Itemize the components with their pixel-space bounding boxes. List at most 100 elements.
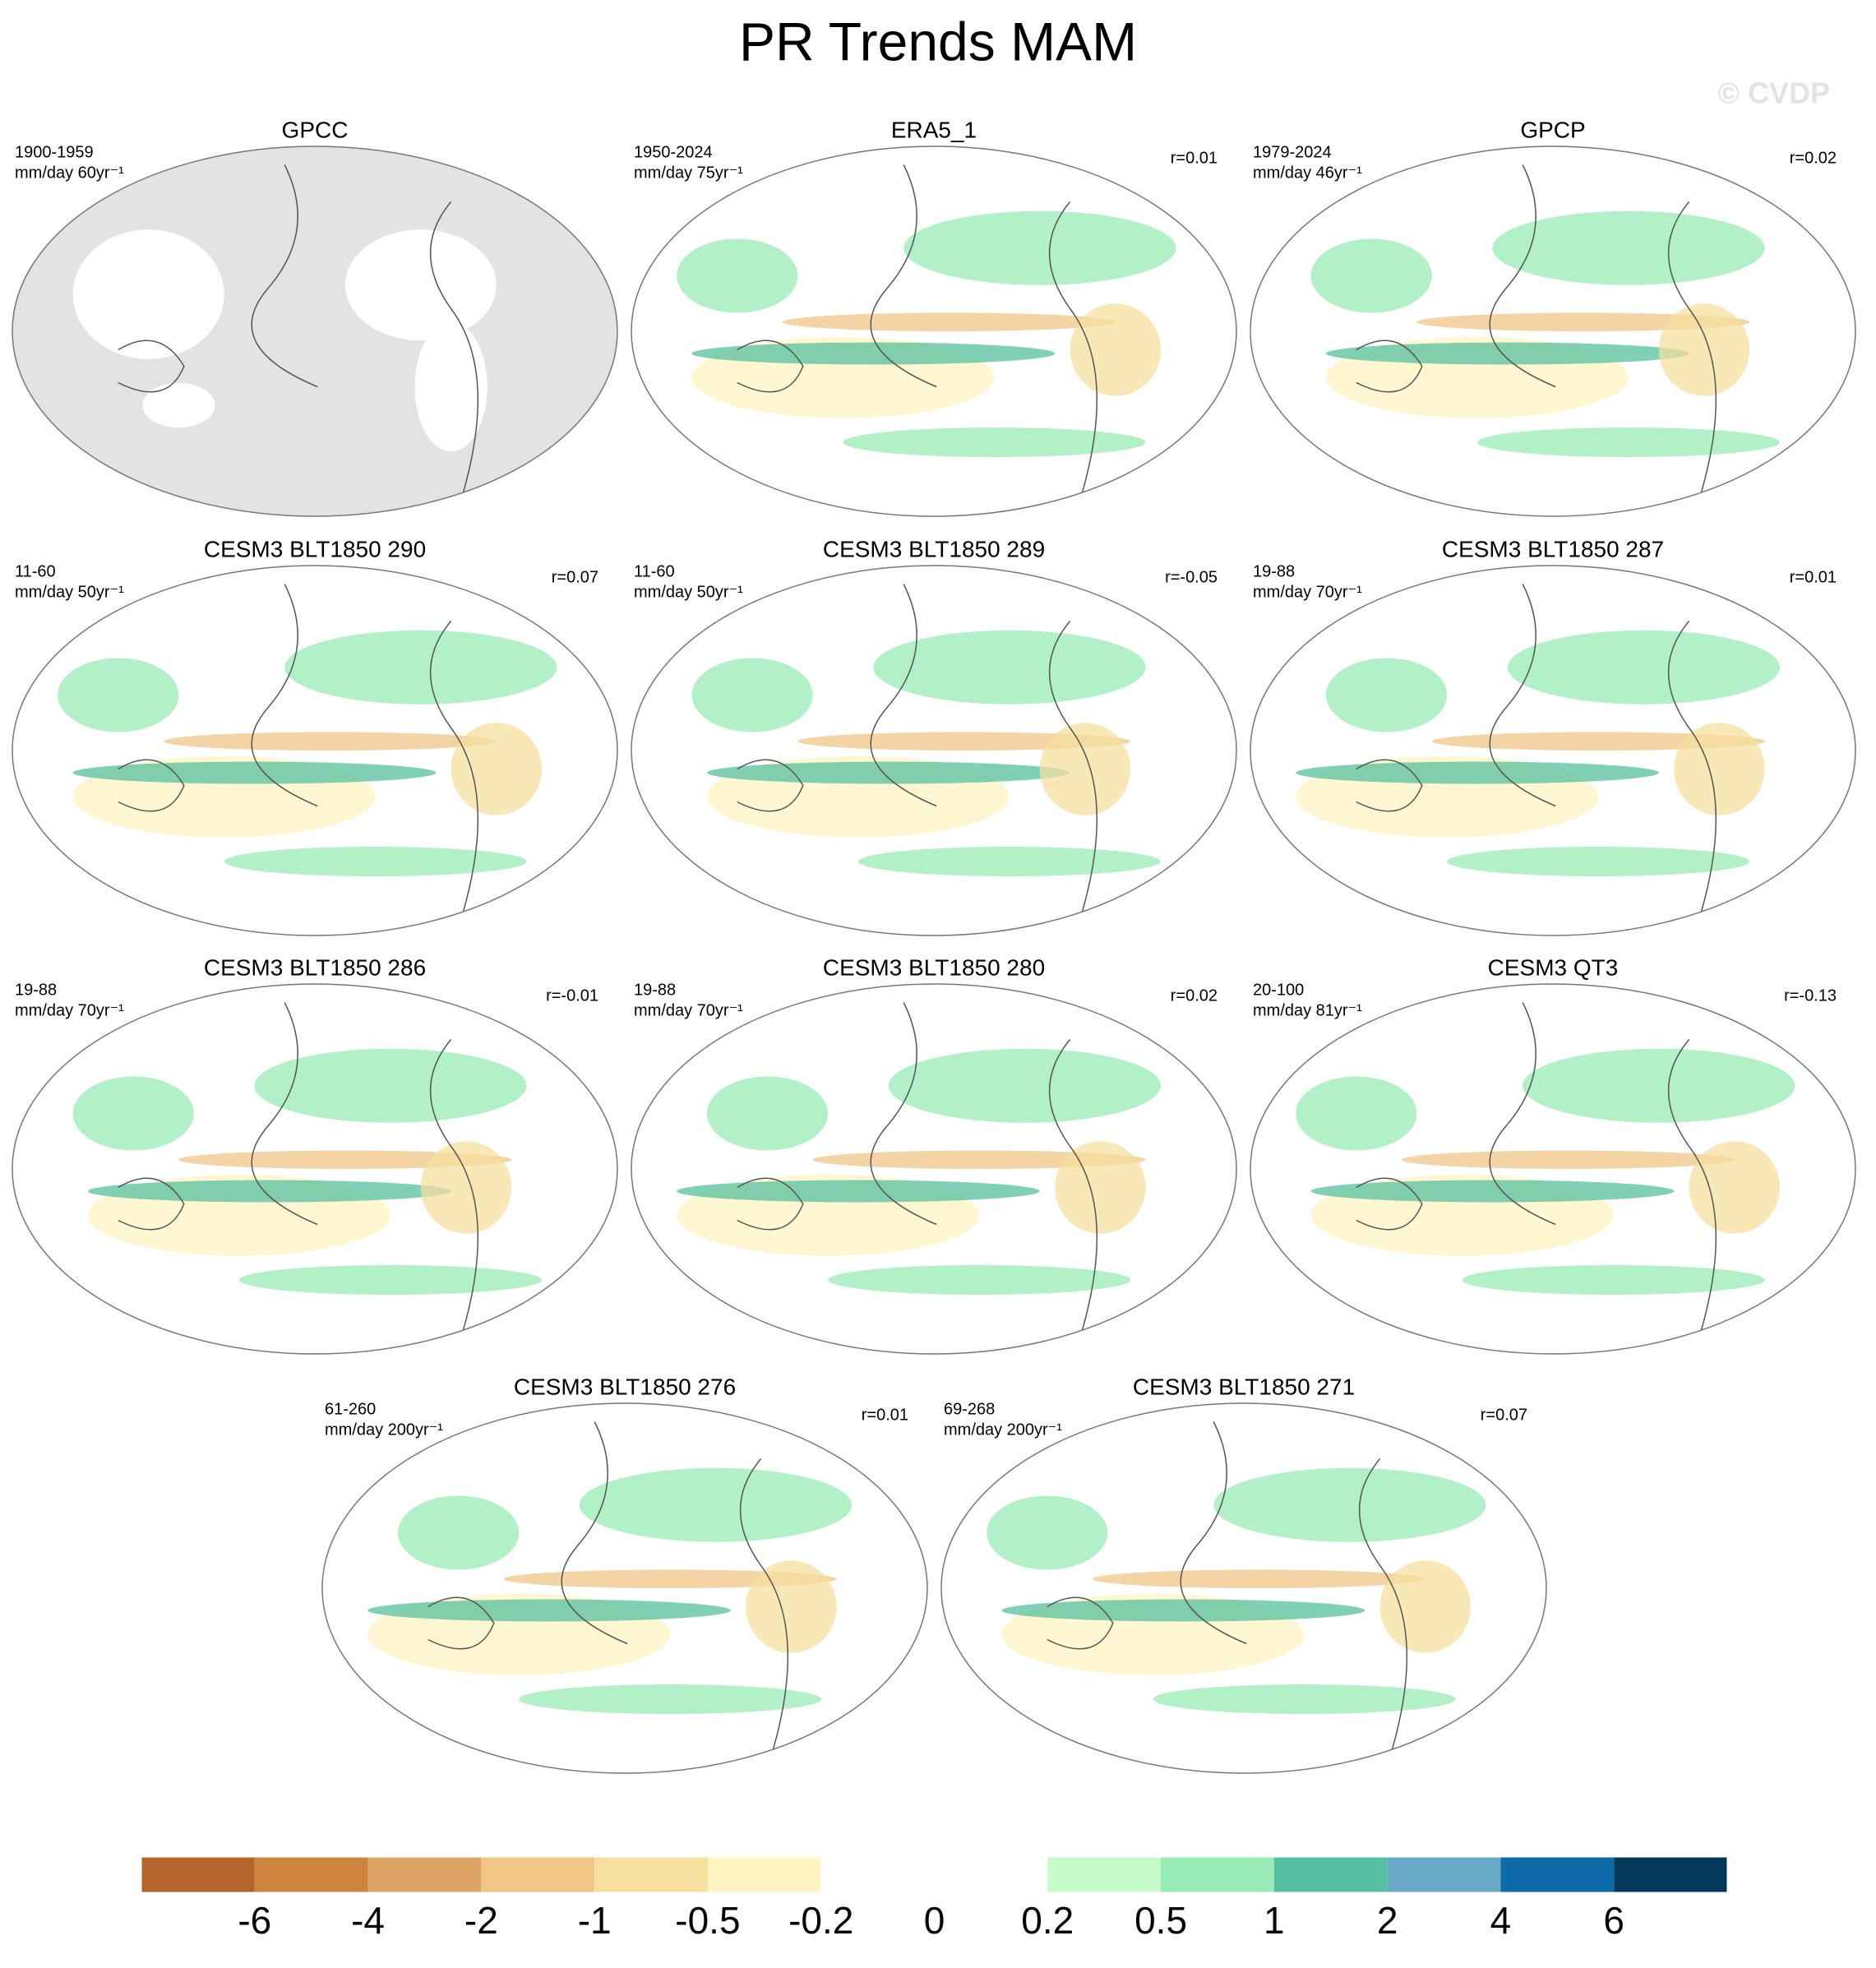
colorbar-box [707,1857,821,1892]
panel-title: GPCC [282,117,349,142]
field-patch [579,1467,852,1542]
coastline [1356,584,1717,926]
colorbar-box [1047,1857,1162,1892]
map-background [12,984,617,1354]
colorbar-box [594,1857,708,1892]
field-patch [58,658,179,732]
field-patch [72,761,437,784]
field-patch [1310,238,1432,313]
field-patch [1507,630,1780,705]
correlation-label: r=0.01 [1171,149,1218,167]
units-label: mm/day 60yr⁻¹ [15,164,124,182]
panel-title: CESM3 BLT1850 276 [514,1374,736,1399]
field-patch [1001,1599,1365,1622]
field-patch [1153,1684,1456,1714]
correlation-label: r=0.02 [1790,149,1837,167]
field-patch [903,210,1176,285]
correlation-label: r=0.07 [1481,1406,1527,1424]
field-patch [1326,658,1448,732]
correlation-label: r=0.01 [862,1406,908,1424]
units-label: mm/day 46yr⁻¹ [1253,164,1362,182]
map-border [1250,983,1856,1355]
colorbar-label: 1 [1264,1899,1285,1942]
field-patch [707,761,1070,784]
land-area [142,383,215,427]
field-patch [707,1076,829,1151]
panel-title: CESM3 BLT1850 287 [1442,536,1664,561]
correlation-label: r=0.07 [552,568,598,586]
colorbar-box [1161,1857,1274,1892]
coastline [118,164,479,506]
coastline [118,1002,479,1344]
field-patch [873,630,1146,705]
map-panel [631,984,1236,1354]
colorbar-box [254,1857,368,1892]
map-panel [322,1403,927,1773]
colorbar-label: 4 [1490,1899,1512,1942]
map-panel [941,1403,1546,1773]
map-panel [12,146,617,516]
field-patch [367,1599,731,1622]
field-patch [691,658,813,732]
colorbar-label: -0.5 [675,1899,740,1942]
map-panel [631,146,1236,516]
map-border [321,1402,928,1774]
land-area [414,321,487,452]
field-patch [677,1180,1040,1203]
map-background [1250,566,1855,935]
land-area [344,229,497,341]
units-label: mm/day 50yr⁻¹ [15,583,124,601]
field-patch [828,1265,1131,1295]
colorbar-label: 0.2 [1021,1899,1074,1942]
colorbar-label: 0 [924,1899,945,1942]
map-panel [12,566,617,935]
period-label: 20-100 [1253,981,1304,999]
map-border [12,983,618,1355]
field-patch [1055,1141,1146,1234]
field-patch [843,427,1146,457]
units-label: mm/day 70yr⁻¹ [15,1001,124,1019]
field-patch [1477,427,1780,457]
figure-title: PR Trends MAM [739,11,1137,72]
correlation-label: r=-0.05 [1165,568,1218,586]
coastline [1356,164,1717,506]
map-border [1250,146,1856,517]
map-panel [12,984,617,1354]
panel-title: ERA5_1 [891,117,977,142]
coastline [1047,1421,1408,1763]
map-border [12,146,618,517]
map-border [12,565,618,936]
period-label: 19-88 [634,981,676,999]
field-patch [1213,1467,1486,1542]
units-label: mm/day 50yr⁻¹ [634,583,743,601]
period-label: 11-60 [634,562,675,580]
period-label: 19-88 [1253,562,1295,580]
field-patch [397,1495,520,1570]
field-patch [1310,1180,1675,1203]
coastline [737,1002,1098,1344]
map-border [631,565,1237,936]
map-panel [1250,566,1855,935]
colorbar-box [1387,1857,1501,1892]
field-patch [72,1076,194,1151]
panel-title: CESM3 BLT1850 271 [1133,1374,1355,1399]
colorbar-box [1273,1857,1388,1892]
panel-title: CESM3 BLT1850 290 [204,536,426,561]
field-patch [888,1048,1161,1123]
field-patch [1523,1048,1795,1123]
field-patch [783,312,1116,331]
field-patch [1658,303,1750,396]
field-patch [87,1180,451,1203]
colorbar-box [481,1857,595,1892]
field-patch [677,238,798,313]
map-border [631,983,1237,1355]
field-patch [420,1141,512,1234]
field-patch [451,723,542,815]
period-label: 61-260 [325,1400,376,1418]
field-patch [1402,1150,1735,1169]
map-border [940,1402,1547,1774]
map-background [1250,146,1855,516]
field-patch [164,732,497,751]
coastline [737,584,1098,926]
